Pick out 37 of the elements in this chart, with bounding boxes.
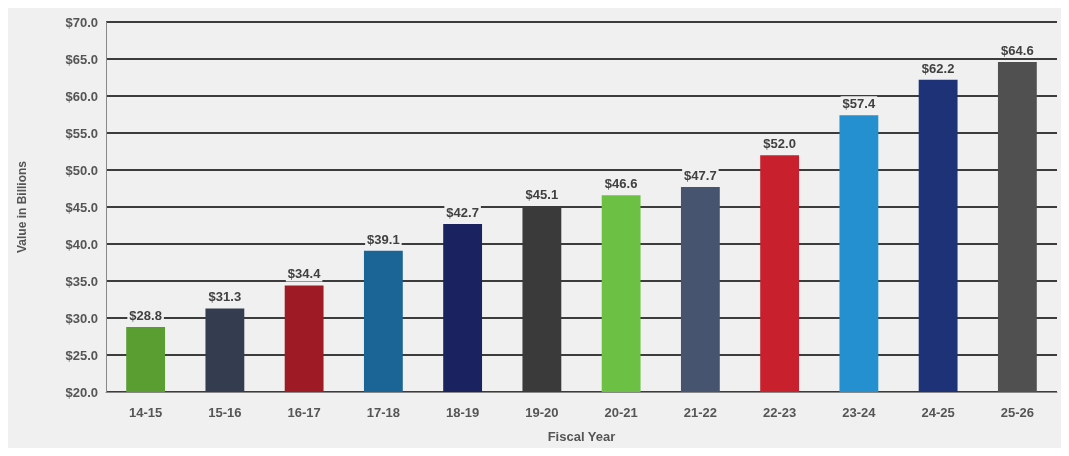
data-label: $34.4 (287, 266, 322, 282)
x-tick-label: 23-24 (842, 405, 877, 420)
data-label: $42.7 (446, 205, 479, 221)
data-label: $64.6 (1001, 42, 1034, 58)
data-label: $28.8 (129, 307, 162, 323)
x-tick-label: 16-17 (287, 405, 321, 420)
y-tick-label: $60.0 (65, 88, 98, 104)
y-tick-label: $40.0 (65, 236, 98, 252)
data-label: $46.6 (604, 176, 638, 192)
data-label: $52.0 (763, 136, 796, 152)
x-tick-label: 15-16 (208, 405, 242, 420)
data-label: $47.7 (684, 168, 717, 184)
x-tick-label: 17-18 (366, 405, 400, 420)
x-tick-label: 21-22 (683, 405, 717, 420)
data-label: $39.1 (367, 231, 400, 247)
x-axis-title: Fiscal Year (547, 429, 616, 444)
x-tick-label: 22-23 (763, 405, 797, 420)
x-tick-label: 19-20 (525, 405, 559, 420)
y-tick-label: $70.0 (65, 14, 98, 30)
data-label: $31.3 (208, 289, 242, 305)
x-tick-label: 14-15 (129, 405, 163, 420)
y-tick-label: $35.0 (65, 273, 98, 289)
data-label: $45.1 (525, 187, 559, 203)
x-tick-label: 20-21 (604, 405, 638, 420)
y-tick-label: $65.0 (65, 51, 98, 67)
y-tick-label: $25.0 (65, 347, 98, 363)
x-tick-label: 24-25 (921, 405, 955, 420)
x-tick-label: 18-19 (446, 405, 480, 420)
y-tick-label: $30.0 (65, 310, 98, 326)
y-tick-label: $20.0 (65, 384, 98, 400)
y-tick-label: $50.0 (65, 162, 98, 178)
y-axis-title: Value in Billions (15, 160, 29, 254)
data-label: $62.2 (921, 60, 955, 76)
y-tick-label: $55.0 (65, 125, 98, 141)
data-label: $57.4 (842, 96, 876, 112)
x-tick-label: 25-26 (1000, 405, 1034, 420)
y-tick-label: $45.0 (65, 199, 98, 215)
